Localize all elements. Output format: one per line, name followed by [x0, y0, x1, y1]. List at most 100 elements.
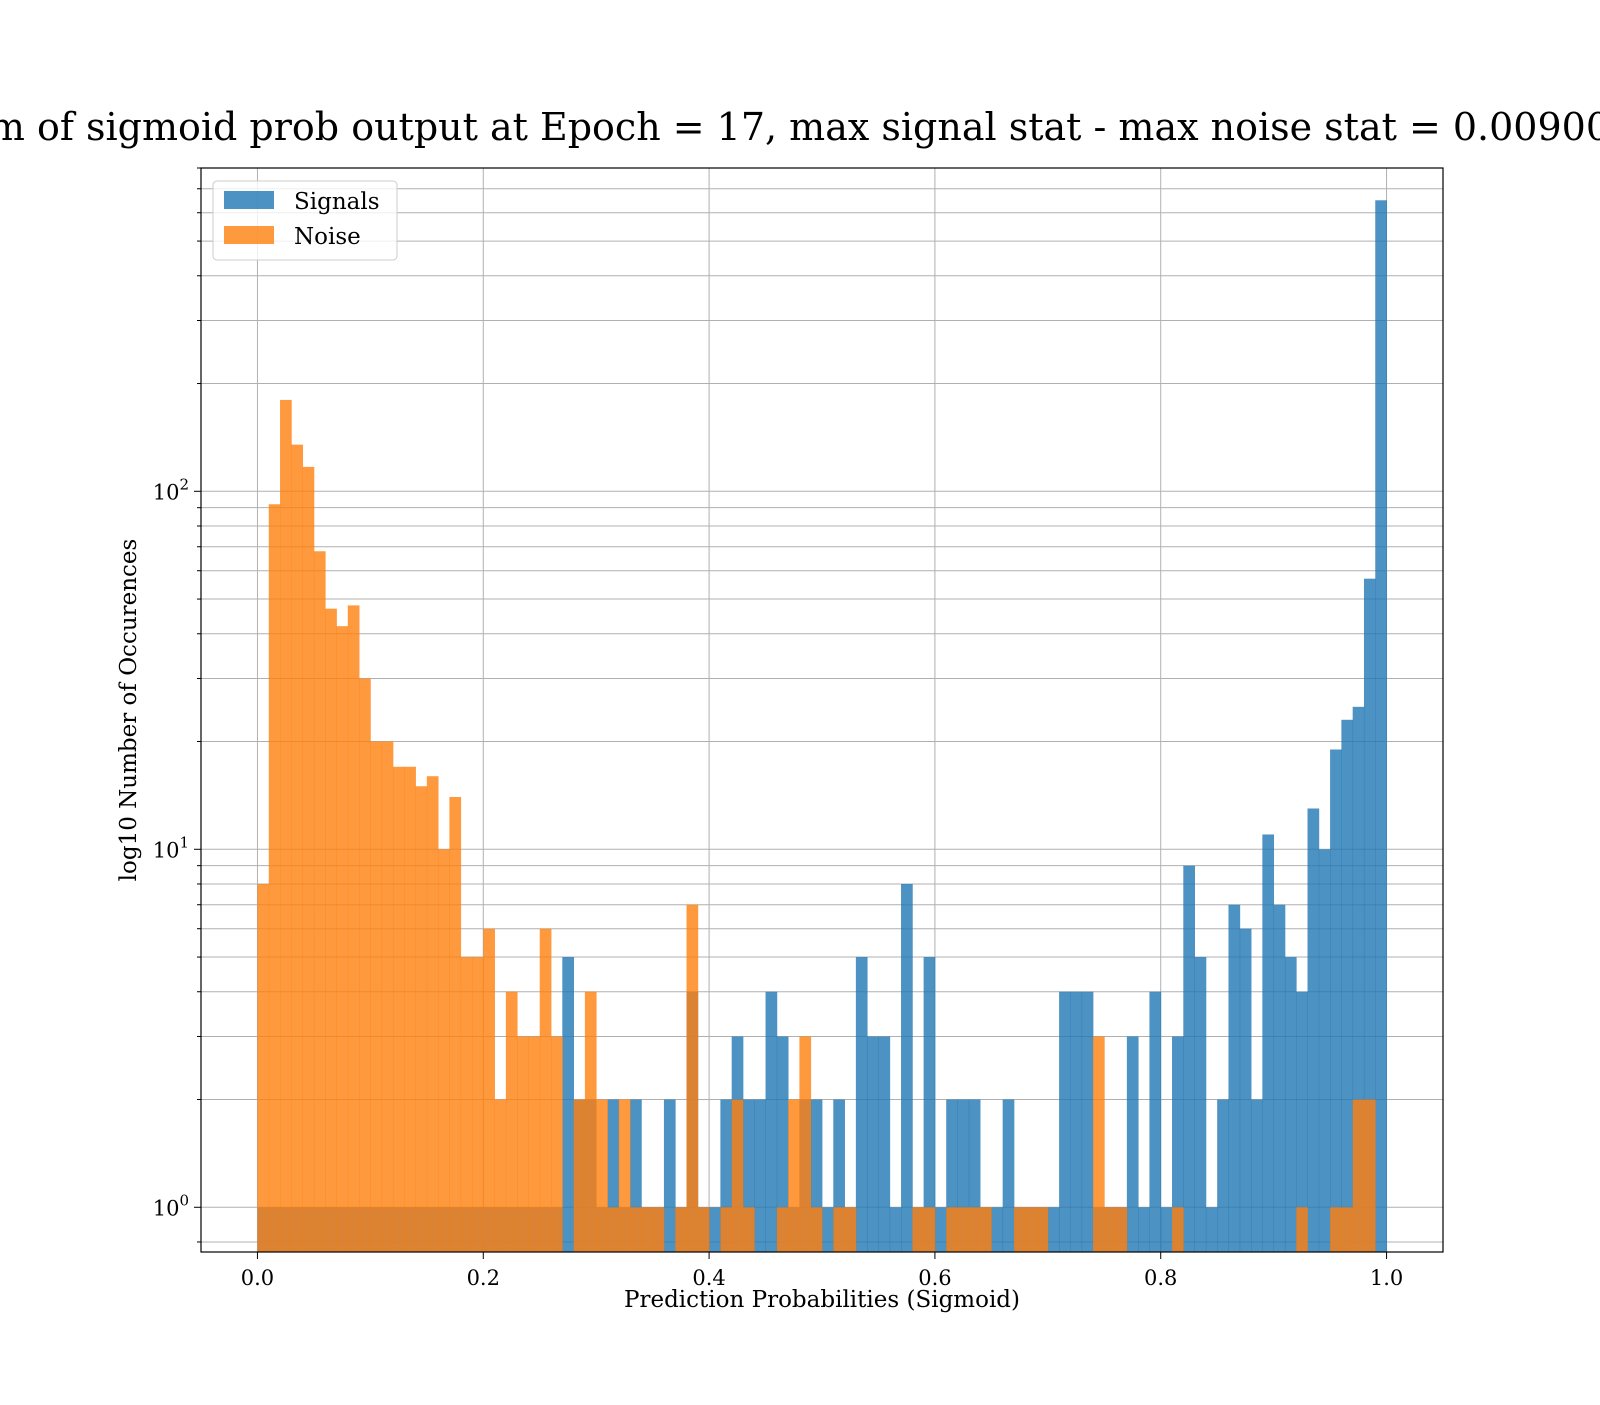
- signals-bar: [1330, 749, 1342, 1252]
- signals-bar: [1217, 1099, 1229, 1252]
- noise-bars: [257, 399, 1376, 1253]
- noise-bar: [1025, 1207, 1037, 1252]
- y-axis-label: log10 Number of Occurences: [116, 539, 142, 882]
- signals-bar: [991, 1207, 1004, 1252]
- noise-bar: [697, 1207, 710, 1252]
- legend: Signals Noise: [212, 180, 398, 261]
- signals-bar: [810, 1099, 823, 1252]
- signals-bar: [957, 1099, 970, 1252]
- signals-bar: [1228, 904, 1241, 1252]
- signals-bar: [1318, 849, 1331, 1252]
- signals-bar: [1341, 719, 1354, 1252]
- signals-bar: [1149, 991, 1162, 1252]
- noise-bar: [1352, 1099, 1365, 1252]
- signals-bar: [1126, 1036, 1139, 1252]
- legend-label-signals: Signals: [294, 189, 380, 215]
- noise-bar: [460, 957, 473, 1252]
- noise-bar: [494, 1099, 507, 1252]
- signals-bar: [1172, 1036, 1184, 1252]
- noise-bar: [630, 1207, 642, 1252]
- legend-label-noise: Noise: [294, 224, 361, 250]
- noise-bar: [551, 1036, 563, 1252]
- y-tick-label: 101: [153, 833, 189, 862]
- signals-bar: [1194, 957, 1207, 1252]
- signals-bar: [867, 1036, 879, 1252]
- signals-bar: [934, 1207, 947, 1252]
- y-tick-label: 102: [153, 475, 189, 504]
- x-tick-label: 0.0: [241, 1266, 274, 1290]
- noise-bar: [359, 678, 371, 1252]
- signals-bar: [765, 991, 778, 1252]
- signals-bar: [709, 1207, 721, 1252]
- noise-bar: [438, 849, 450, 1252]
- y-tick-label: 100: [153, 1191, 189, 1220]
- signals-bar: [901, 883, 913, 1252]
- x-tick-label: 0.6: [918, 1266, 951, 1290]
- noise-bar: [652, 1207, 665, 1252]
- x-axis-label: Prediction Probabilities (Sigmoid): [624, 1287, 1020, 1313]
- signals-bar: [855, 957, 868, 1252]
- noise-bar: [347, 605, 360, 1252]
- signals-bar: [754, 1099, 766, 1252]
- noise-bar: [1104, 1207, 1116, 1252]
- x-tick-label: 0.2: [467, 1266, 500, 1290]
- signals-bar: [889, 1207, 902, 1252]
- x-tick-label: 0.4: [692, 1266, 725, 1290]
- chart-title: Histogram of sigmoid prob output at Epoc…: [0, 105, 1600, 149]
- noise-bar: [641, 1207, 654, 1252]
- noise-bar: [1363, 1099, 1376, 1252]
- noise-bar: [336, 626, 349, 1252]
- noise-bar: [980, 1207, 992, 1252]
- axis-ticks: 0.0 0.2 0.4 0.6 0.8 1.0 100 101 102: [153, 167, 1403, 1290]
- legend-swatch-noise: [224, 226, 274, 244]
- signals-bar: [1183, 865, 1195, 1252]
- noise-bar: [517, 1036, 529, 1252]
- x-tick-label: 1.0: [1370, 1266, 1403, 1290]
- signals-bar: [1352, 706, 1365, 1252]
- noise-bar: [483, 928, 495, 1252]
- noise-bar: [742, 1207, 755, 1252]
- noise-bar: [313, 551, 326, 1252]
- noise-bar: [844, 1207, 857, 1252]
- noise-bar: [1330, 1207, 1342, 1252]
- signals-bar: [1002, 1099, 1015, 1252]
- noise-bar: [957, 1207, 970, 1252]
- noise-bar: [471, 957, 484, 1252]
- x-tick-label: 0.8: [1144, 1266, 1177, 1290]
- noise-bar: [1036, 1207, 1049, 1252]
- signals-bar: [878, 1036, 891, 1252]
- noise-bar: [675, 1207, 687, 1252]
- noise-bar: [573, 1099, 586, 1252]
- signals-bar: [663, 1099, 676, 1252]
- noise-bar: [1172, 1207, 1184, 1252]
- signals-bar: [630, 1099, 642, 1252]
- noise-bar: [968, 1207, 981, 1252]
- signals-bar: [1251, 1099, 1263, 1252]
- noise-bar: [1341, 1207, 1354, 1252]
- noise-bar: [325, 608, 337, 1252]
- noise-bar: [799, 1036, 812, 1252]
- signals-bar: [1284, 957, 1297, 1252]
- noise-bar: [505, 991, 518, 1252]
- noise-bar: [833, 1207, 845, 1252]
- noise-bar: [539, 928, 552, 1252]
- noise-bar: [686, 904, 699, 1252]
- signals-bar: [1160, 1207, 1173, 1252]
- signals-bar: [822, 1207, 834, 1252]
- legend-swatch-signals: [224, 191, 274, 209]
- noise-bar: [923, 1207, 936, 1252]
- noise-bar: [607, 1207, 620, 1252]
- noise-bar: [302, 466, 315, 1252]
- signals-bar: [1363, 578, 1376, 1252]
- noise-bar: [268, 504, 281, 1253]
- signals-bar: [776, 1036, 789, 1252]
- noise-bar: [912, 1207, 925, 1252]
- noise-bar: [370, 741, 383, 1252]
- signals-bar: [946, 1099, 958, 1252]
- signals-bar: [607, 1099, 620, 1252]
- noise-bar: [404, 766, 416, 1252]
- signals-bar: [1205, 1207, 1218, 1252]
- signals-bar: [1047, 1207, 1060, 1252]
